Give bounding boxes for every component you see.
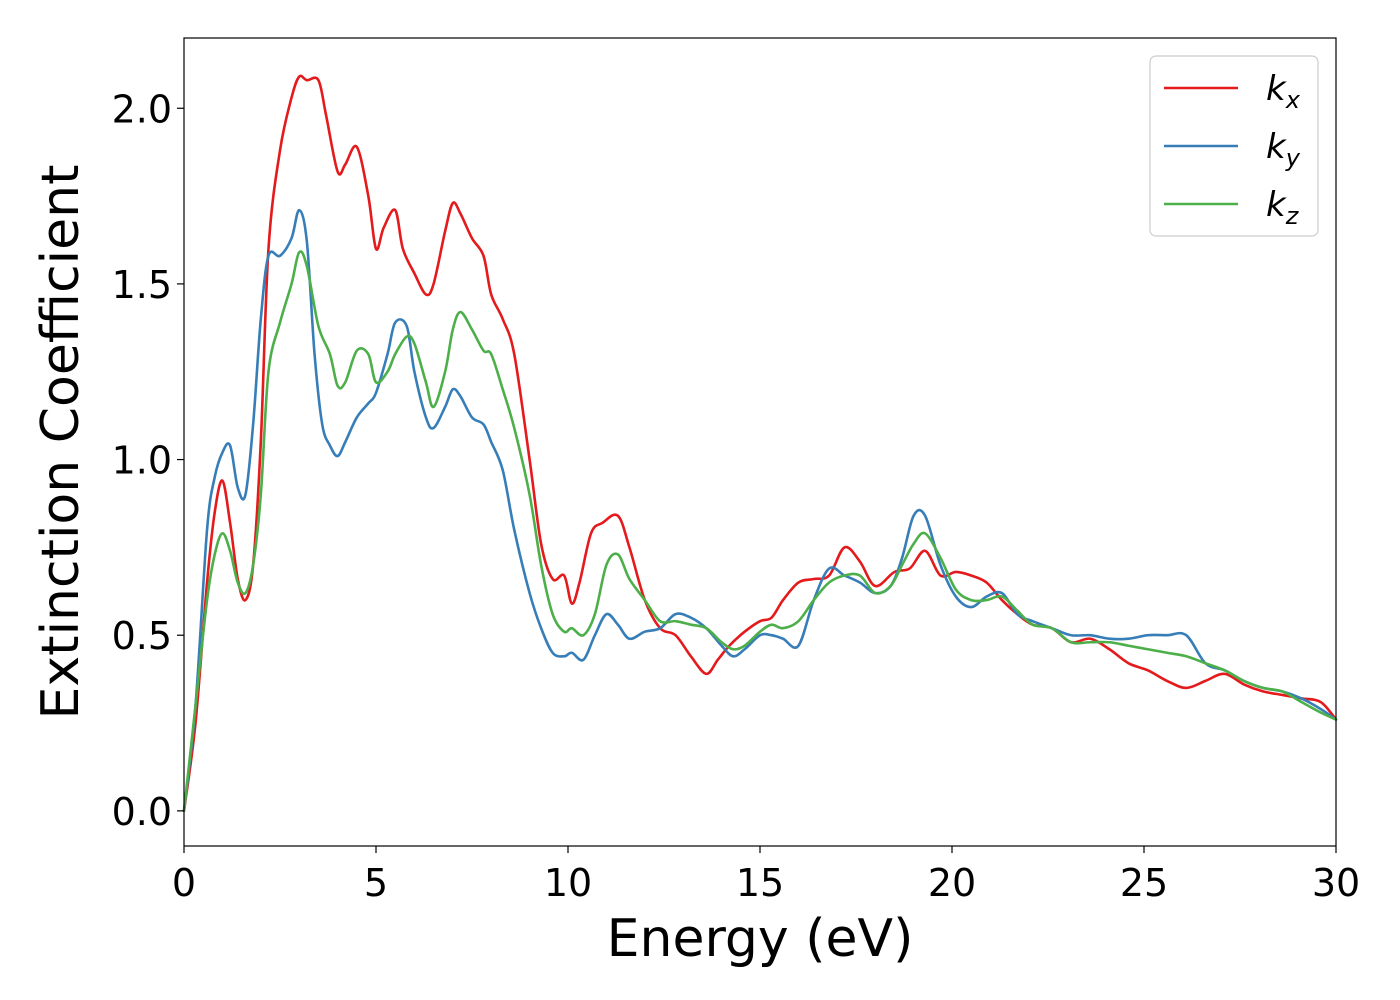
plot-area (184, 38, 1336, 846)
x-tick-label: 5 (364, 861, 388, 905)
x-axis-label: Energy (eV) (607, 909, 914, 969)
y-axis-label: Extinction Coefficient (31, 165, 91, 720)
y-tick-label: 0.0 (112, 790, 172, 834)
x-tick-label: 0 (172, 861, 196, 905)
x-axis-ticks: 0 5 10 15 20 25 30 (172, 846, 1360, 905)
y-tick-label: 1.0 (112, 439, 172, 483)
x-tick-label: 20 (928, 861, 976, 905)
series-layer (182, 74, 1338, 813)
y-tick-label: 0.5 (112, 614, 172, 658)
legend-label-kz: kz (1266, 185, 1300, 230)
series-line-kz (182, 250, 1338, 813)
x-tick-label: 30 (1312, 861, 1360, 905)
x-tick-label: 15 (736, 861, 784, 905)
legend-label-ky: ky (1266, 127, 1301, 172)
y-tick-label: 2.0 (112, 87, 172, 131)
y-axis-ticks: 0.0 0.5 1.0 1.5 2.0 (112, 87, 184, 834)
x-tick-label: 10 (544, 861, 592, 905)
x-tick-label: 25 (1120, 861, 1168, 905)
y-tick-label: 1.5 (112, 263, 172, 307)
legend: kx ky kz (1149, 55, 1319, 237)
legend-label-kx: kx (1266, 69, 1301, 114)
